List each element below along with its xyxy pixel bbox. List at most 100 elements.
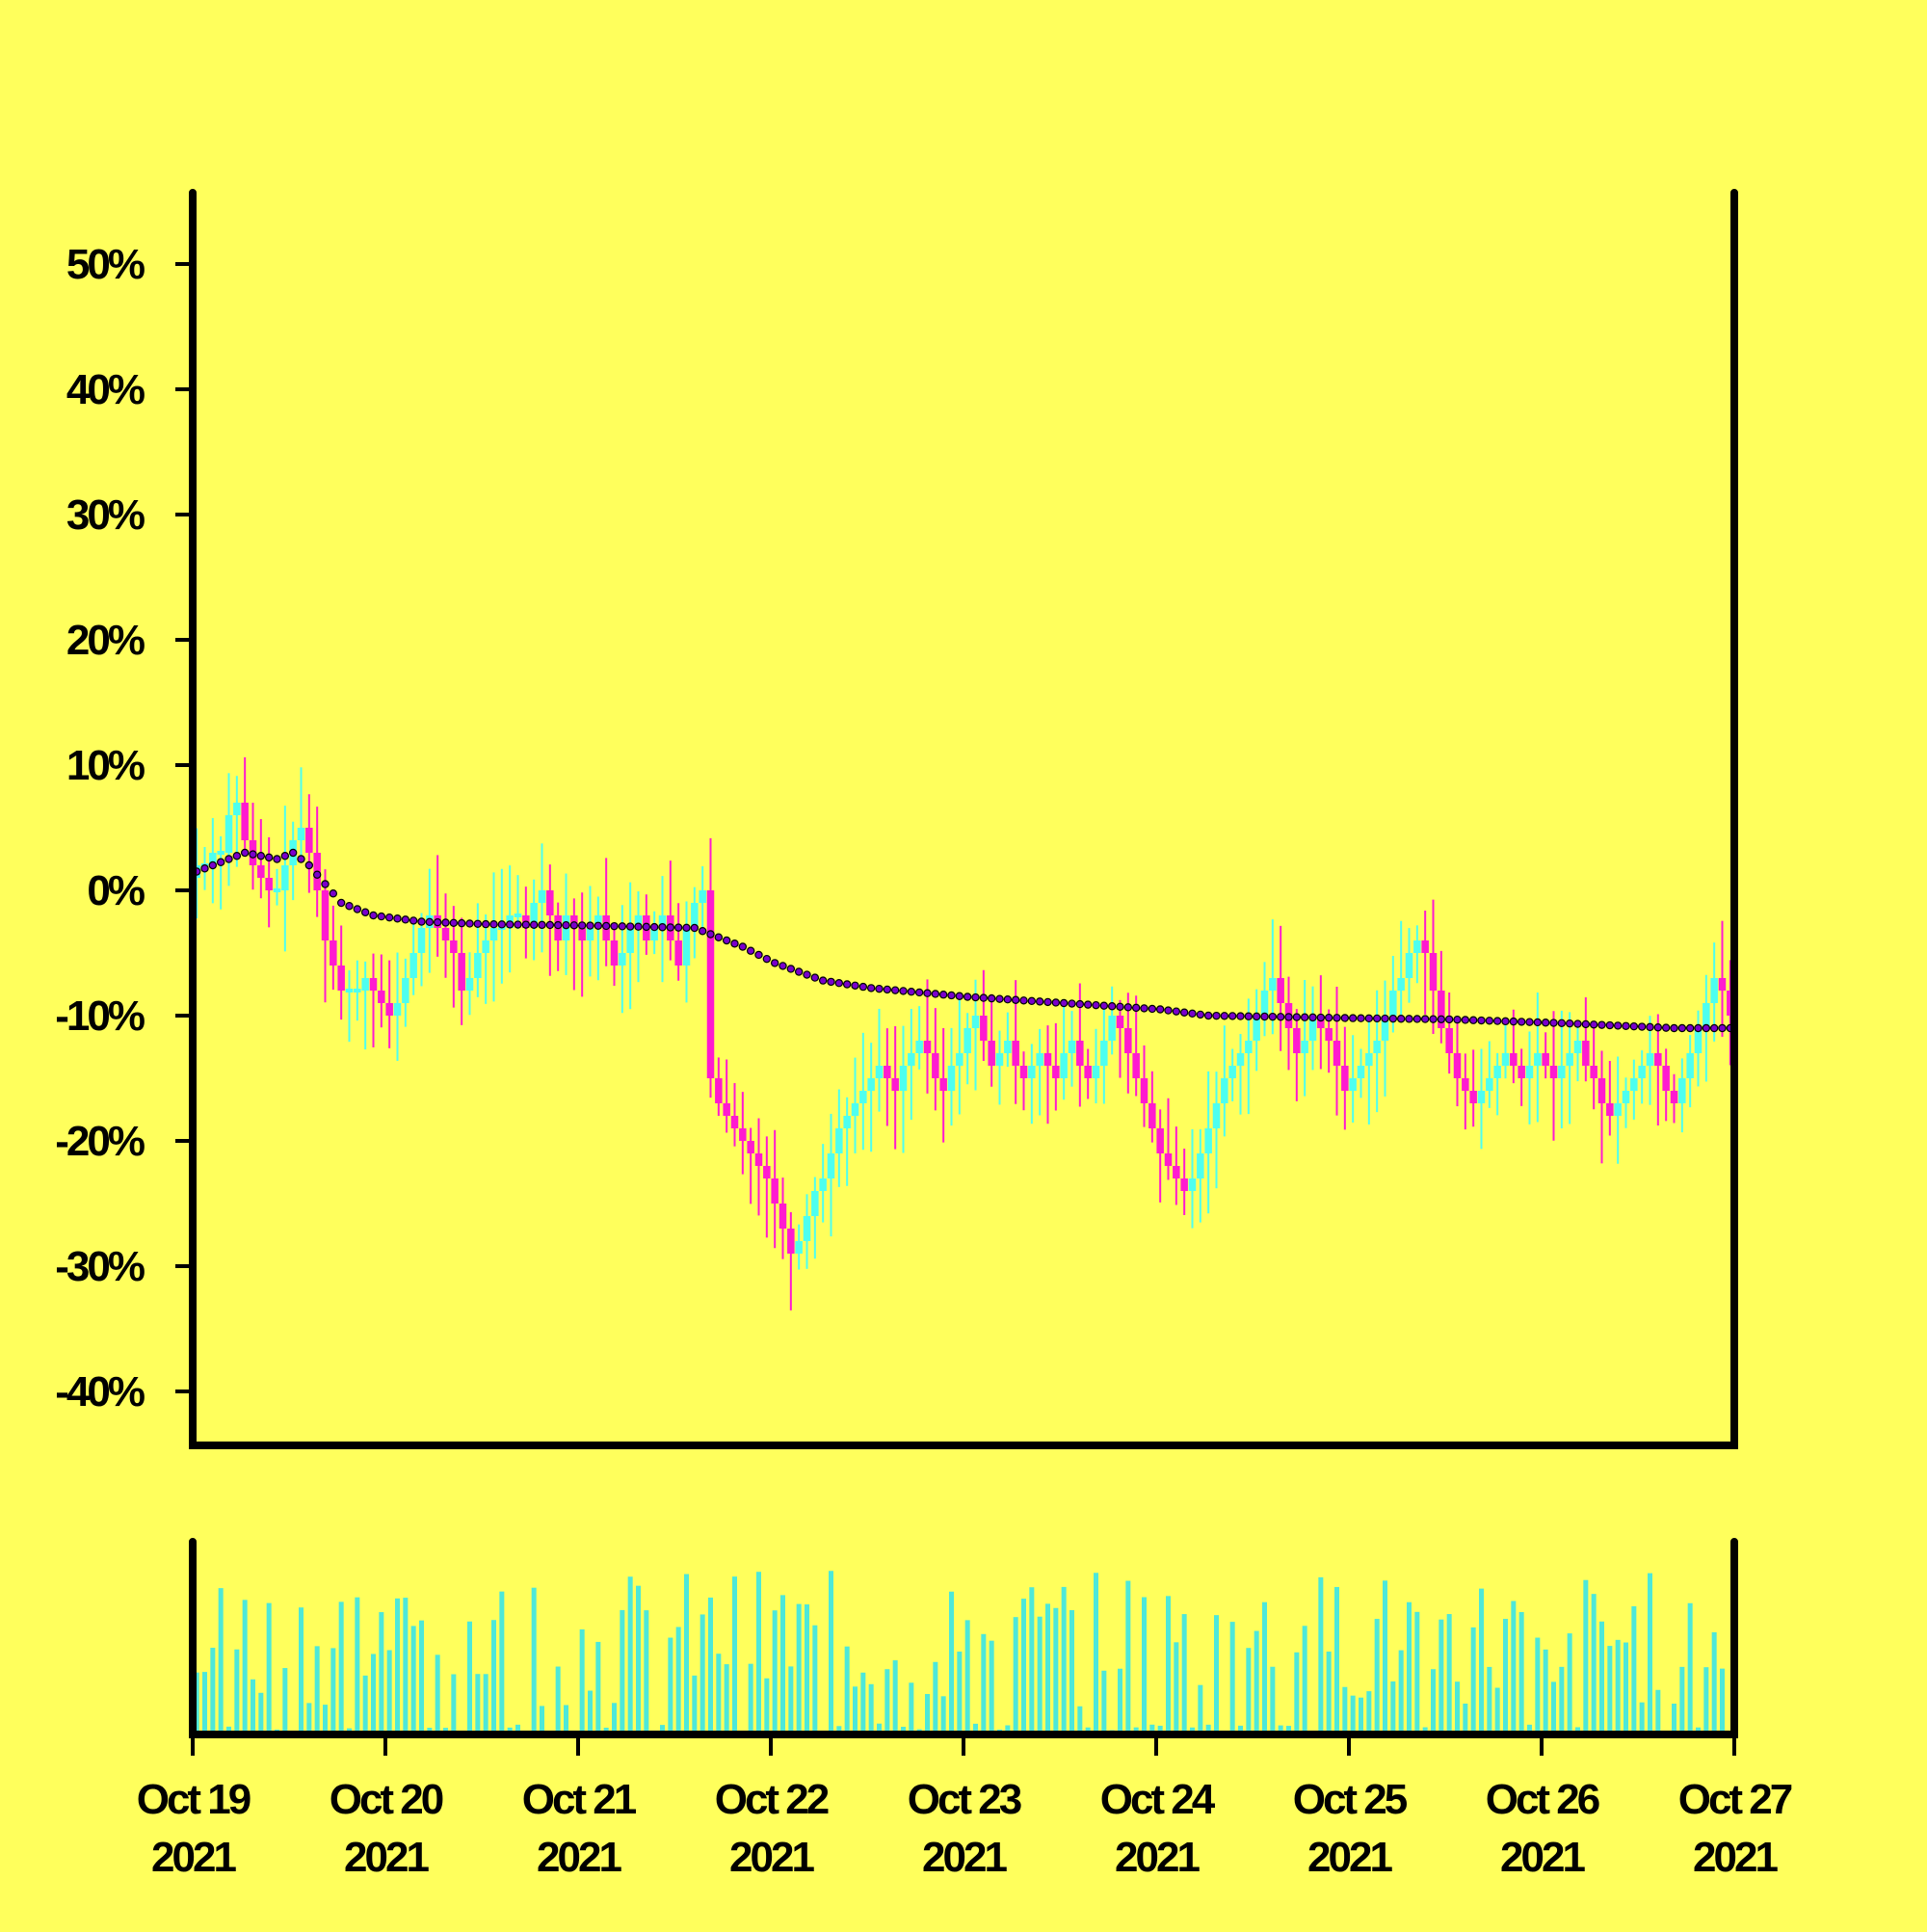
candle-body bbox=[988, 1041, 995, 1066]
moving-average-point bbox=[338, 899, 345, 906]
moving-average-point bbox=[274, 856, 280, 862]
volume-bar bbox=[1246, 1648, 1251, 1734]
moving-average-point bbox=[354, 906, 360, 913]
moving-average-point bbox=[956, 992, 963, 999]
y-tick-label: 0% bbox=[87, 867, 144, 914]
moving-average-point bbox=[1317, 1014, 1324, 1020]
x-tick-label-date: Oct 20 bbox=[330, 1776, 443, 1823]
y-tick-label: -30% bbox=[55, 1243, 145, 1290]
moving-average-point bbox=[932, 991, 938, 997]
candle-body bbox=[811, 1191, 819, 1216]
volume-bar bbox=[556, 1667, 561, 1734]
x-tick-label-date: Oct 27 bbox=[1678, 1776, 1792, 1823]
moving-average-point bbox=[298, 856, 304, 862]
candle-body bbox=[330, 940, 337, 966]
moving-average-point bbox=[715, 934, 722, 940]
moving-average-point bbox=[290, 849, 297, 856]
volume-bar bbox=[1583, 1580, 1588, 1734]
candle-body bbox=[835, 1128, 843, 1153]
volume-bar bbox=[812, 1626, 817, 1734]
y-tick-label: -20% bbox=[55, 1118, 145, 1165]
moving-average-point bbox=[266, 854, 273, 860]
moving-average-point bbox=[1567, 1020, 1573, 1027]
moving-average-point bbox=[908, 989, 914, 995]
moving-average-point bbox=[1044, 998, 1051, 1005]
volume-bar bbox=[1720, 1669, 1725, 1734]
candle-body bbox=[1148, 1103, 1156, 1128]
volume-bar bbox=[1294, 1653, 1299, 1734]
moving-average-point bbox=[450, 919, 457, 926]
volume-bar bbox=[532, 1588, 537, 1734]
moving-average-point bbox=[490, 921, 497, 928]
candle-body bbox=[1462, 1078, 1469, 1091]
moving-average-point bbox=[1582, 1020, 1589, 1027]
moving-average-point bbox=[1663, 1024, 1670, 1031]
volume-bar bbox=[884, 1669, 889, 1734]
moving-average-point bbox=[1615, 1022, 1622, 1029]
volume-bar bbox=[1471, 1628, 1476, 1734]
moving-average-point bbox=[1157, 1006, 1164, 1013]
moving-average-point bbox=[346, 903, 353, 910]
x-tick-label-date: Oct 19 bbox=[137, 1776, 251, 1823]
volume-bar bbox=[1077, 1707, 1082, 1734]
moving-average-point bbox=[892, 987, 899, 993]
moving-average-point bbox=[1173, 1008, 1179, 1015]
volume-bar bbox=[1712, 1632, 1717, 1734]
volume-bar bbox=[620, 1610, 624, 1734]
candle-body bbox=[1654, 1053, 1662, 1066]
candle-body bbox=[1430, 953, 1438, 991]
moving-average-point bbox=[691, 924, 698, 931]
volume-bar bbox=[491, 1620, 496, 1734]
candle-body bbox=[1093, 1066, 1100, 1078]
candle-body bbox=[546, 890, 554, 915]
moving-average-point bbox=[250, 851, 256, 858]
volume-bar bbox=[467, 1622, 472, 1734]
volume-bar bbox=[1021, 1599, 1026, 1734]
moving-average-point bbox=[1478, 1017, 1485, 1023]
volume-bar bbox=[612, 1703, 617, 1734]
candle-body bbox=[626, 928, 634, 953]
volume-bar bbox=[965, 1620, 970, 1734]
candle-body bbox=[1189, 1178, 1197, 1191]
candle-body bbox=[265, 878, 273, 890]
moving-average-point bbox=[394, 915, 401, 922]
moving-average-point bbox=[314, 871, 321, 878]
volume-bar bbox=[684, 1575, 689, 1734]
volume-bar bbox=[708, 1598, 713, 1734]
candle-body bbox=[225, 815, 233, 853]
moving-average-point bbox=[483, 921, 489, 928]
moving-average-point bbox=[1061, 999, 1068, 1006]
moving-average-point bbox=[940, 992, 947, 998]
moving-average-point bbox=[1358, 1015, 1364, 1021]
candle-body bbox=[876, 1066, 884, 1078]
moving-average-point bbox=[787, 966, 794, 972]
moving-average-point bbox=[362, 909, 369, 915]
moving-average-point bbox=[386, 914, 393, 921]
moving-average-point bbox=[1454, 1017, 1461, 1023]
candle-body bbox=[1623, 1091, 1630, 1103]
volume-bar bbox=[1487, 1667, 1491, 1734]
volume-bar bbox=[636, 1586, 641, 1734]
candle-body bbox=[1389, 991, 1397, 1016]
moving-average-point bbox=[828, 978, 834, 985]
candle-body bbox=[707, 890, 715, 1078]
candle-body bbox=[1719, 978, 1727, 991]
moving-average-point bbox=[739, 943, 746, 950]
candle-body bbox=[1293, 1028, 1301, 1053]
candle-body bbox=[1228, 1066, 1236, 1078]
volume-bar bbox=[299, 1607, 304, 1734]
moving-average-point bbox=[683, 924, 690, 931]
x-tick-label-date: Oct 25 bbox=[1293, 1776, 1408, 1823]
volume-bar bbox=[1431, 1669, 1436, 1734]
candle-body bbox=[924, 1041, 932, 1053]
candle-body bbox=[787, 1229, 795, 1254]
moving-average-point bbox=[1285, 1014, 1292, 1020]
candle-body bbox=[739, 1128, 747, 1141]
candle-body bbox=[1502, 1053, 1510, 1066]
moving-average-point bbox=[989, 995, 995, 1002]
candle-body bbox=[1124, 1028, 1132, 1053]
candle-body bbox=[385, 1003, 393, 1016]
candle-body bbox=[819, 1178, 827, 1191]
volume-bar bbox=[1568, 1633, 1572, 1734]
candle-body bbox=[723, 1103, 730, 1116]
